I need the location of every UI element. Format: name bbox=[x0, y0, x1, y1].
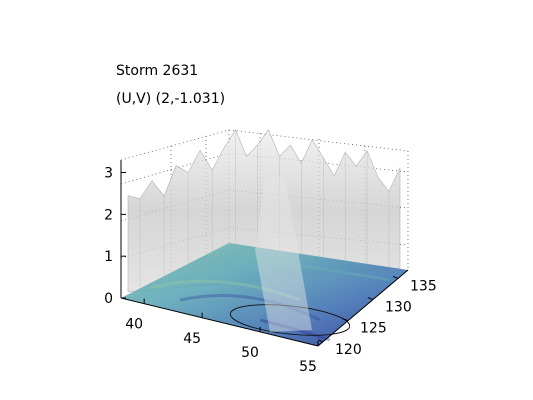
storm-contour bbox=[229, 304, 351, 336]
x-tick-label: 40 bbox=[125, 317, 143, 333]
floor-texture bbox=[149, 256, 391, 342]
vertical-plume bbox=[255, 175, 312, 332]
surface bbox=[127, 129, 401, 293]
axes bbox=[120, 160, 409, 347]
tick-labels: 0 1 2 3 40 45 50 55 120 125 130 135 bbox=[104, 166, 437, 375]
z-tick-label: 1 bbox=[104, 249, 113, 265]
surface-wall bbox=[127, 129, 401, 293]
z-tick-label: 3 bbox=[104, 166, 113, 182]
floor-plane bbox=[121, 243, 408, 346]
z-tick-label: 2 bbox=[104, 207, 113, 223]
y-tick bbox=[392, 275, 399, 279]
y-tick bbox=[342, 318, 349, 322]
y-tick bbox=[367, 297, 374, 301]
uv-label: (U,V) (2,-1.031) bbox=[116, 91, 225, 107]
x-tick-label: 45 bbox=[183, 331, 201, 347]
z-tick-label: 0 bbox=[104, 291, 113, 307]
y-tick-label: 120 bbox=[335, 342, 362, 358]
y-tick-label: 135 bbox=[410, 278, 437, 294]
plot-title: Storm 2631 bbox=[116, 63, 198, 79]
x-tick-label: 55 bbox=[299, 359, 317, 375]
tick-marks bbox=[121, 172, 399, 346]
y-tick bbox=[317, 339, 324, 343]
x-tick-label: 50 bbox=[241, 345, 259, 361]
y-tick-label: 130 bbox=[385, 300, 412, 316]
y-tick-label: 125 bbox=[360, 321, 387, 337]
